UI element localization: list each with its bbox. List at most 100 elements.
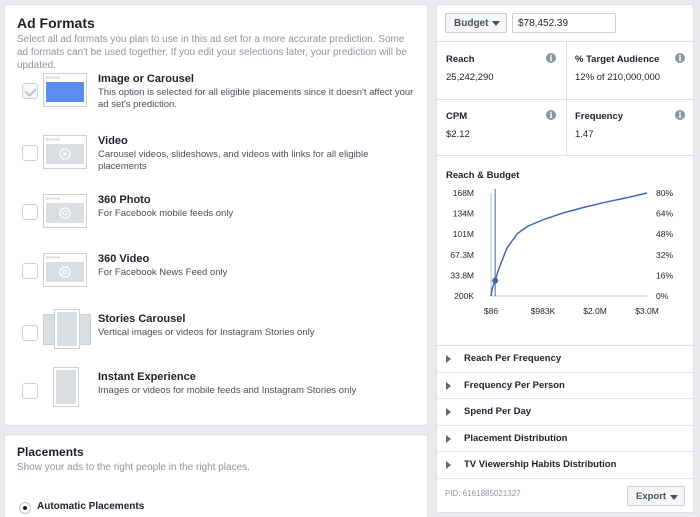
- video-checkbox[interactable]: [22, 145, 38, 161]
- instant-experience-thumbnail-icon: [53, 367, 79, 407]
- accordion-spend-per-day[interactable]: Spend Per Day: [437, 399, 693, 426]
- chevron-right-icon: [446, 461, 451, 469]
- stories-carousel-thumbnail-icon: [43, 309, 91, 349]
- metrics-grid: Reach i 25,242,290 % Target Audience i 1…: [437, 42, 693, 156]
- info-icon[interactable]: i: [546, 53, 556, 63]
- chevron-right-icon: [446, 381, 451, 390]
- format-description: For Facebook News Feed only: [98, 267, 228, 278]
- automatic-placements-radio[interactable]: [19, 502, 31, 514]
- x-tick-label: $983K: [531, 306, 556, 316]
- 360-photo-thumbnail-icon: [43, 194, 87, 228]
- metric-frequency: Frequency i 1.47: [566, 99, 693, 156]
- x-tick-label: $86: [484, 306, 498, 316]
- reach-budget-chart: Reach & Budget 168M 134M 101M 67.3M 33.8M 200…: [437, 156, 693, 346]
- accordion-label: TV Viewership Habits Distribution: [464, 459, 617, 470]
- info-icon[interactable]: i: [546, 110, 556, 120]
- format-option-image-carousel[interactable]: Image or Carousel This option is selecte…: [17, 73, 417, 123]
- instant-experience-checkbox[interactable]: [22, 383, 38, 399]
- format-option-360-photo[interactable]: 360 Photo For Facebook mobile feeds only: [17, 194, 417, 244]
- accordion-label: Spend Per Day: [464, 406, 532, 417]
- metric-value: 12% of 210,000,000: [575, 72, 661, 83]
- y-tick-label: 101M: [453, 229, 474, 239]
- y-tick-label: 134M: [453, 209, 474, 219]
- ad-formats-title: Ad Formats: [17, 15, 95, 31]
- accordion-tv-viewership[interactable]: TV Viewership Habits Distribution: [437, 452, 693, 479]
- video-thumbnail-icon: [43, 135, 87, 169]
- format-description: Vertical images or videos for Instagram …: [98, 327, 315, 338]
- y-right-tick-label: 64%: [656, 209, 673, 219]
- 360-video-thumbnail-icon: [43, 253, 87, 287]
- y-right-tick-label: 32%: [656, 250, 673, 260]
- format-title: Video: [98, 135, 128, 147]
- format-title: 360 Video: [98, 253, 150, 265]
- metric-label: % Target Audience: [575, 54, 660, 65]
- accordion-reach-per-frequency[interactable]: Reach Per Frequency: [437, 346, 693, 373]
- export-button-label: Export: [636, 491, 667, 502]
- x-tick-label: $2.0M: [583, 306, 607, 316]
- estimate-panel: Budget Reach i 25,242,290 % Target Audie…: [436, 4, 694, 513]
- format-title: Image or Carousel: [98, 73, 194, 85]
- caret-down-icon: [670, 495, 678, 500]
- placements-description: Show your ads to the right people in the…: [17, 462, 250, 473]
- estimate-accordion: Reach Per Frequency Frequency Per Person…: [437, 346, 693, 479]
- caret-down-icon: [492, 21, 500, 26]
- accordion-label: Reach Per Frequency: [464, 353, 562, 364]
- format-option-instant-experience[interactable]: Instant Experience Images or videos for …: [17, 367, 417, 421]
- export-button[interactable]: Export: [627, 486, 685, 506]
- y-tick-label: 33.8M: [450, 270, 474, 280]
- 360-video-checkbox[interactable]: [22, 263, 38, 279]
- placements-card: Placements Show your ads to the right pe…: [4, 434, 428, 517]
- accordion-label: Placement Distribution: [464, 432, 568, 444]
- current-budget-point: [492, 277, 499, 284]
- image-carousel-checkbox[interactable]: [22, 83, 38, 99]
- x-tick-label: $3.0M: [635, 306, 659, 316]
- accordion-frequency-per-person[interactable]: Frequency Per Person: [437, 373, 693, 399]
- automatic-placements-label[interactable]: Automatic Placements: [37, 501, 145, 512]
- chevron-right-icon: [446, 355, 451, 363]
- format-description: This option is selected for all eligible…: [98, 87, 414, 110]
- format-option-360-video[interactable]: 360 Video For Facebook News Feed only: [17, 253, 417, 303]
- y-tick-label: 200K: [454, 291, 474, 301]
- metric-label: Reach: [446, 54, 475, 65]
- ad-formats-description: Select all ad formats you plan to use in…: [17, 34, 407, 71]
- y-right-tick-label: 16%: [656, 270, 673, 280]
- image-carousel-thumbnail-icon: [43, 73, 87, 107]
- format-option-video[interactable]: Video Carousel videos, slideshows, and v…: [17, 135, 417, 185]
- metric-value: 1.47: [575, 129, 594, 140]
- metric-target-audience: % Target Audience i 12% of 210,000,000: [566, 42, 693, 99]
- info-icon[interactable]: i: [675, 110, 685, 120]
- metric-value: $2.12: [446, 129, 470, 140]
- metric-reach: Reach i 25,242,290: [437, 42, 566, 99]
- chevron-right-icon: [446, 408, 451, 416]
- ad-formats-card: Ad Formats Select all ad formats you pla…: [4, 4, 428, 426]
- chart-title: Reach & Budget: [446, 170, 520, 181]
- format-option-stories-carousel[interactable]: Stories Carousel Vertical images or vide…: [17, 309, 417, 363]
- y-right-tick-label: 0%: [656, 291, 669, 301]
- info-icon[interactable]: i: [675, 53, 685, 63]
- reach-budget-chart-svg[interactable]: 168M 134M 101M 67.3M 33.8M 200K 80% 64% 48% 32% 16…: [437, 156, 694, 346]
- format-title: Instant Experience: [98, 371, 196, 383]
- format-title: Stories Carousel: [98, 313, 186, 325]
- y-right-tick-label: 48%: [656, 229, 673, 239]
- stories-carousel-checkbox[interactable]: [22, 325, 38, 341]
- pid-label: PID: 6161885021327: [445, 489, 521, 498]
- reach-curve: [490, 192, 648, 297]
- budget-input[interactable]: [512, 13, 616, 33]
- format-description: For Facebook mobile feeds only: [98, 208, 234, 219]
- budget-dropdown[interactable]: Budget: [445, 13, 507, 33]
- metric-cpm: CPM i $2.12: [437, 99, 566, 156]
- budget-bar: Budget: [437, 5, 693, 42]
- metric-value: 25,242,290: [446, 72, 494, 83]
- format-description: Carousel videos, slideshows, and videos …: [98, 149, 369, 172]
- placements-title: Placements: [17, 445, 84, 459]
- metric-label: Frequency: [575, 111, 624, 122]
- budget-dropdown-label: Budget: [454, 18, 489, 29]
- y-right-tick-label: 80%: [656, 188, 673, 198]
- metric-label: CPM: [446, 111, 468, 122]
- accordion-placement-distribution[interactable]: Placement Distribution: [437, 426, 693, 452]
- y-tick-label: 168M: [453, 188, 474, 198]
- format-title: 360 Photo: [98, 194, 151, 206]
- 360-photo-checkbox[interactable]: [22, 204, 38, 220]
- format-description: Images or videos for mobile feeds and In…: [98, 385, 357, 396]
- chevron-right-icon: [446, 434, 451, 443]
